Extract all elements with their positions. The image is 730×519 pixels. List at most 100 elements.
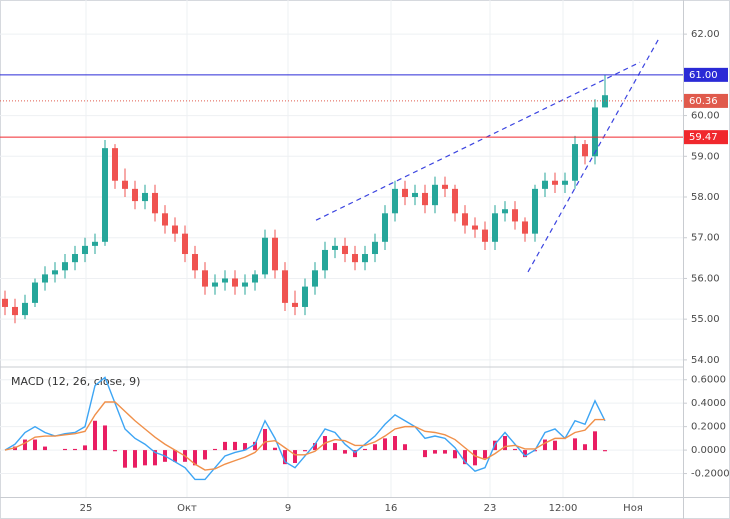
candle-body: [112, 148, 118, 181]
histogram-bar: [223, 441, 227, 451]
histogram-bar: [333, 443, 337, 451]
candle-body: [452, 188, 458, 214]
candle-body: [192, 254, 198, 271]
candle-body: [412, 192, 418, 198]
candle-body: [422, 192, 428, 206]
candle-body: [442, 184, 448, 189]
candle-body: [552, 180, 558, 185]
candle-body: [602, 95, 608, 108]
histogram-bar: [293, 450, 297, 463]
candle-body: [162, 213, 168, 226]
candle-body: [382, 213, 388, 242]
candle-body: [482, 229, 488, 242]
candle-body: [152, 192, 158, 214]
histogram-bar: [253, 441, 257, 451]
y-tick-label: 57.00: [691, 233, 720, 244]
histogram-bar: [593, 431, 597, 451]
histogram-bar: [273, 447, 277, 451]
y-tick-label: 0.6000: [691, 375, 726, 386]
histogram-bar: [483, 450, 487, 459]
histogram-bar: [433, 450, 437, 454]
candle-body: [232, 278, 238, 287]
histogram-bar: [233, 441, 237, 451]
y-tick-label: 0.0000: [691, 445, 726, 456]
candle-body: [472, 225, 478, 230]
histogram-bar: [353, 450, 357, 458]
histogram-bar: [603, 450, 607, 452]
candle-body: [72, 254, 78, 263]
candle-body: [522, 221, 528, 234]
histogram-bar: [263, 428, 267, 451]
candle-body: [212, 282, 218, 287]
candle-body: [392, 188, 398, 214]
level-label-box: [684, 67, 728, 82]
x-tick-label: 23: [484, 503, 497, 514]
x-tick-label: 12:00: [549, 503, 578, 514]
candle-body: [492, 213, 498, 242]
candle-body: [352, 254, 358, 263]
candle-body: [2, 298, 8, 307]
candle-body: [322, 249, 328, 271]
candle-body: [582, 144, 588, 157]
candle-body: [592, 107, 598, 157]
level-label-box: [684, 130, 728, 145]
candle-body: [172, 225, 178, 234]
histogram-bar: [473, 450, 477, 466]
y-tick-label: -0.2000: [691, 469, 730, 480]
candle-body: [52, 270, 58, 275]
histogram-bar: [303, 450, 307, 452]
histogram-bar: [213, 448, 217, 451]
histogram-bar: [543, 439, 547, 451]
histogram-bar: [383, 438, 387, 451]
histogram-bar: [503, 436, 507, 451]
histogram-bar: [123, 450, 127, 468]
y-tick-label: 0.4000: [691, 398, 726, 409]
histogram-bar: [403, 444, 407, 451]
level-label: 59.47: [689, 132, 718, 143]
candle-body: [142, 192, 148, 202]
trend-line: [315, 61, 641, 221]
histogram-bar: [523, 450, 527, 458]
candle-body: [432, 184, 438, 206]
candle-body: [122, 180, 128, 189]
candle-body: [32, 282, 38, 303]
level-label-box: [684, 93, 728, 108]
histogram-bar: [153, 450, 157, 466]
macd-line: [4, 376, 606, 481]
candle-body: [272, 237, 278, 271]
histogram-bar: [173, 450, 177, 462]
candle-body: [502, 209, 508, 214]
y-tick-label: 60.00: [691, 111, 720, 122]
y-tick-label: 58.00: [691, 192, 720, 203]
histogram-bar: [143, 450, 147, 466]
histogram-bar: [283, 450, 287, 465]
candle-body: [42, 274, 48, 283]
y-tick-label: 59.00: [691, 151, 720, 162]
x-tick-label: 16: [385, 503, 398, 514]
candle-body: [342, 245, 348, 255]
histogram-bar: [463, 450, 467, 465]
y-tick-label: 62.00: [691, 29, 720, 40]
candle-body: [92, 241, 98, 246]
histogram-bar: [423, 450, 427, 458]
candle-body: [562, 180, 568, 185]
candle-body: [332, 245, 338, 250]
histogram-bar: [393, 436, 397, 451]
histogram-bar: [373, 444, 377, 451]
candle-body: [202, 270, 208, 287]
macd-line: [4, 401, 605, 471]
histogram-bar: [83, 445, 87, 451]
candle-body: [362, 254, 368, 263]
candle-body: [402, 188, 408, 198]
x-tick-label: 25: [80, 503, 93, 514]
candle-body: [312, 270, 318, 287]
y-tick-label: 0.2000: [691, 422, 726, 433]
histogram-bar: [113, 450, 117, 452]
histogram-bar: [43, 446, 47, 451]
candle-body: [222, 278, 228, 283]
candle-body: [462, 213, 468, 226]
histogram-bar: [443, 450, 447, 454]
histogram-bar: [93, 420, 97, 451]
candle-body: [282, 270, 288, 303]
candle-body: [252, 274, 258, 283]
